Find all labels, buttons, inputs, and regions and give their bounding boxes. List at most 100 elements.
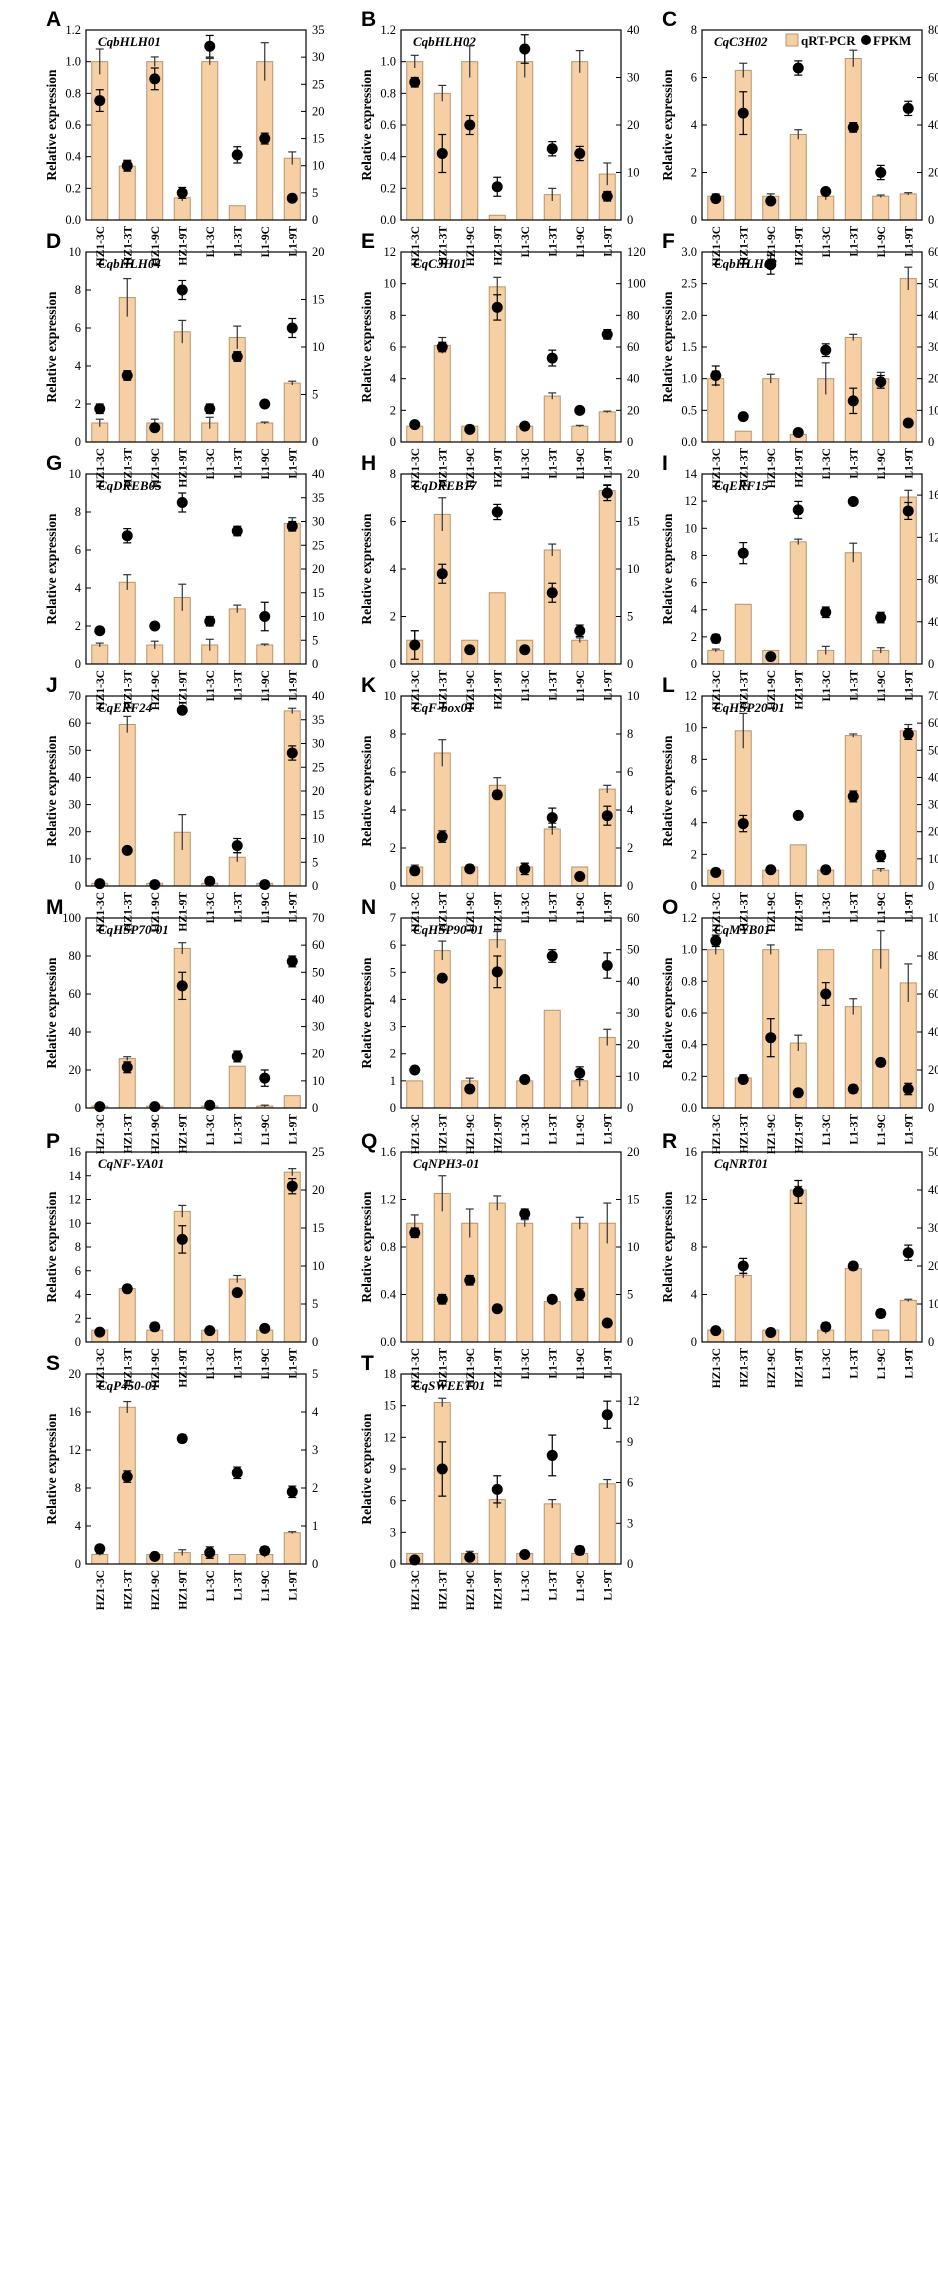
right-tick-label: 20 [627,1038,640,1052]
category-label: L1-3C [205,226,217,257]
category-label: L1-3T [547,1114,559,1145]
left-tick-label: 60 [69,987,82,1001]
category-label: HZ1-3T [738,448,750,488]
gene-title: CqDREB05 [98,478,162,493]
bar-hz1-3t [118,165,136,221]
fpkm-dot-l1-3c [204,1547,216,1559]
category-label: HZ1-3T [437,226,449,266]
panel-letter: S [46,1352,60,1375]
fpkm-dot-l1-3c [820,606,832,618]
category-label: L1-3T [848,226,860,257]
bar-hz1-3c [406,1222,424,1343]
bar-l1-9t [598,1036,616,1109]
category-label: HZ1-9C [150,892,162,932]
fpkm-dot-l1-9t [286,1486,298,1498]
y-axis-label: Relative expression [660,291,675,403]
right-tick-label: 5 [312,1297,318,1311]
category-label: L1-9C [575,1570,587,1601]
category-label: HZ1-3T [437,892,449,932]
fpkm-dot-l1-3c [204,1325,216,1337]
bar-l1-9c [571,639,589,665]
right-tick-label: 80 [928,573,938,587]
y-axis-label: Relative expression [44,513,59,625]
fpkm-dot-hz1-3t [121,160,133,172]
left-tick-label: 4 [75,581,82,595]
y-axis-label: Relative expression [660,735,675,847]
left-tick-label: 0 [75,1335,81,1349]
right-tick-label: 12 [627,1394,640,1408]
bar-hz1-3t [734,730,752,887]
category-label: HZ1-9T [492,226,504,266]
bar-hz1-9t [488,214,506,221]
right-tick-label: 40 [627,372,640,386]
left-tick-label: 8 [75,1240,81,1254]
left-tick-label: 15 [384,1399,397,1413]
right-tick-label: 20 [627,1145,640,1159]
category-label: L1-3T [547,1348,559,1379]
category-label: L1-9T [287,1570,299,1601]
left-tick-label: 12 [685,689,698,703]
fpkm-dot-hz1-9c [765,1032,777,1044]
left-tick-label: 4 [75,1519,82,1533]
fpkm-dot-hz1-9t [491,506,503,518]
fpkm-dot-l1-9c [875,612,887,624]
right-tick-label: 20 [928,825,938,839]
fpkm-dot-l1-9c [875,1056,887,1068]
left-tick-label: 0.4 [681,1038,697,1052]
plot-frame [701,473,923,665]
left-tick-label: 1.0 [681,943,697,957]
bar-l1-3t [543,1301,561,1343]
right-tick-label: 30 [627,71,640,85]
category-label: L1-3C [205,1570,217,1601]
panel-b: B CqbHLH02 0.0 0.2 0.4 0.6 0.8 1.0 1.2 0 10 20 30 40 H… [359,8,640,266]
left-tick-label: 0 [691,657,697,671]
category-label: HZ1-3C [711,1114,723,1154]
fpkm-dot-l1-9t [902,505,914,517]
fpkm-dot-l1-9c [259,398,271,410]
left-tick-label: 0.6 [681,1006,697,1020]
category-label: HZ1-3T [122,1570,134,1610]
gene-title: CqbHLH02 [413,34,476,49]
fpkm-dot-l1-9t [902,417,914,429]
fpkm-dot-l1-9c [259,133,271,145]
right-tick-label: 50 [312,965,325,979]
right-tick-label: 0 [928,435,934,449]
fpkm-dot-l1-9c [875,850,887,862]
left-tick-label: 30 [69,798,82,812]
right-tick-label: 5 [627,610,633,624]
y-axis-label: Relative expression [660,69,675,181]
fpkm-dot-l1-9t [601,190,613,202]
fpkm-dot-hz1-3t [436,1463,448,1475]
panel-k: K CqF-box01 0 2 4 6 8 10 0 2 4 6 8 10 HZ1-3C HZ1-3T HZ1-… [359,674,640,932]
bar-hz1-9t [173,197,191,221]
fpkm-dot-l1-3c [204,615,216,627]
category-label: HZ1-3C [410,670,422,710]
category-label: L1-9C [260,1114,272,1145]
category-label: L1-9T [602,670,614,701]
fpkm-dot-l1-9t [902,1247,914,1259]
legend-bar-swatch [785,33,799,47]
left-tick-label: 9 [390,1462,396,1476]
category-label: L1-9C [575,1114,587,1145]
right-tick-label: 30 [312,515,325,529]
fpkm-dot-l1-3t [546,1293,558,1305]
y-axis-label: Relative expression [44,69,59,181]
panel-letter: J [46,674,58,697]
panel-j: J CqERF24 0 10 20 30 40 50 60 70 0 5 10 15 20 25 30 35 40 H… [44,674,325,932]
category-label: L1-3T [848,892,860,923]
right-tick-label: 4 [627,803,634,817]
left-tick-label: 0 [691,1335,697,1349]
right-tick-label: 100 [928,911,938,925]
fpkm-dot-hz1-3t [737,547,749,559]
right-tick-label: 20 [928,166,938,180]
right-tick-label: 15 [627,515,640,529]
right-tick-label: 40 [928,615,938,629]
category-label: L1-3C [205,1348,217,1379]
right-tick-label: 0 [928,657,934,671]
bar-hz1-9t [173,331,191,443]
bar-hz1-3c [91,1554,109,1565]
fpkm-dot-l1-3t [546,1449,558,1461]
right-tick-label: 20 [312,1047,325,1061]
right-tick-label: 10 [312,1259,325,1273]
right-tick-label: 0 [627,657,633,671]
